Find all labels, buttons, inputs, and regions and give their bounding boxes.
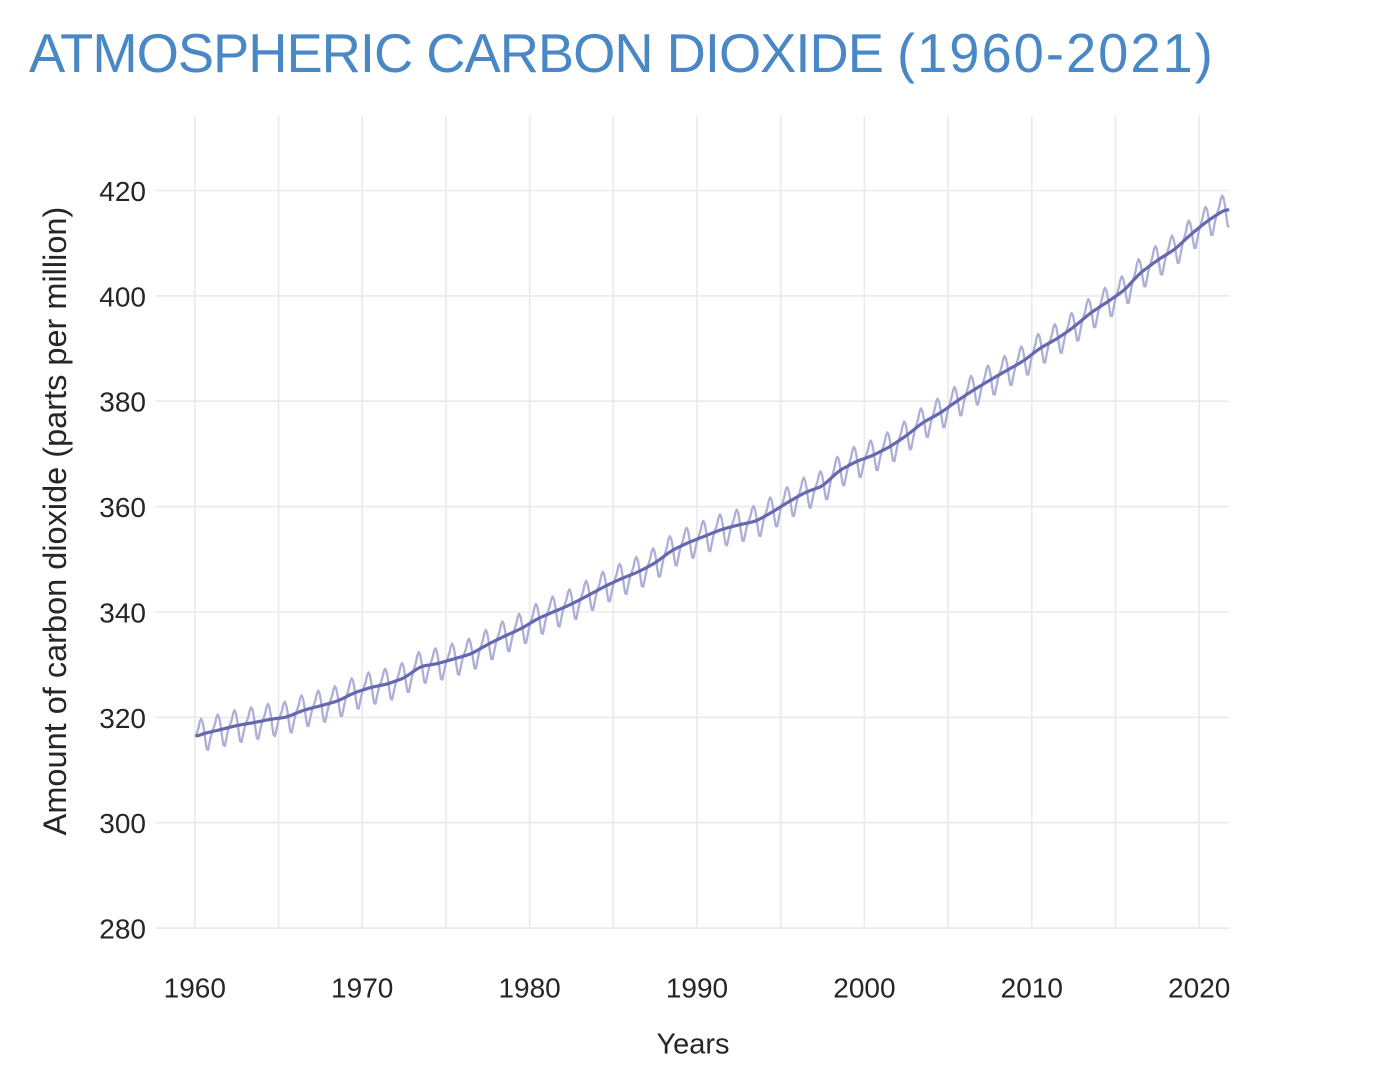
- svg-text:1980: 1980: [498, 973, 560, 1004]
- svg-text:2010: 2010: [1001, 973, 1063, 1004]
- svg-text:1960: 1960: [164, 973, 226, 1004]
- svg-text:Amount of carbon dioxide (part: Amount of carbon dioxide (parts per mill…: [37, 207, 73, 836]
- svg-text:380: 380: [99, 387, 146, 418]
- svg-text:2020: 2020: [1168, 973, 1230, 1004]
- svg-text:300: 300: [99, 808, 146, 839]
- svg-text:280: 280: [99, 914, 146, 945]
- svg-text:Years: Years: [656, 1029, 729, 1061]
- svg-text:1990: 1990: [666, 973, 728, 1004]
- svg-text:ATMOSPHERIC CARBON DIOXIDE (19: ATMOSPHERIC CARBON DIOXIDE (1960-2021): [29, 23, 1215, 84]
- svg-text:400: 400: [99, 281, 146, 312]
- svg-text:1970: 1970: [331, 973, 393, 1004]
- svg-text:320: 320: [99, 703, 146, 734]
- svg-text:2000: 2000: [833, 973, 895, 1004]
- svg-text:420: 420: [99, 176, 146, 207]
- svg-text:340: 340: [99, 598, 146, 629]
- svg-text:360: 360: [99, 492, 146, 523]
